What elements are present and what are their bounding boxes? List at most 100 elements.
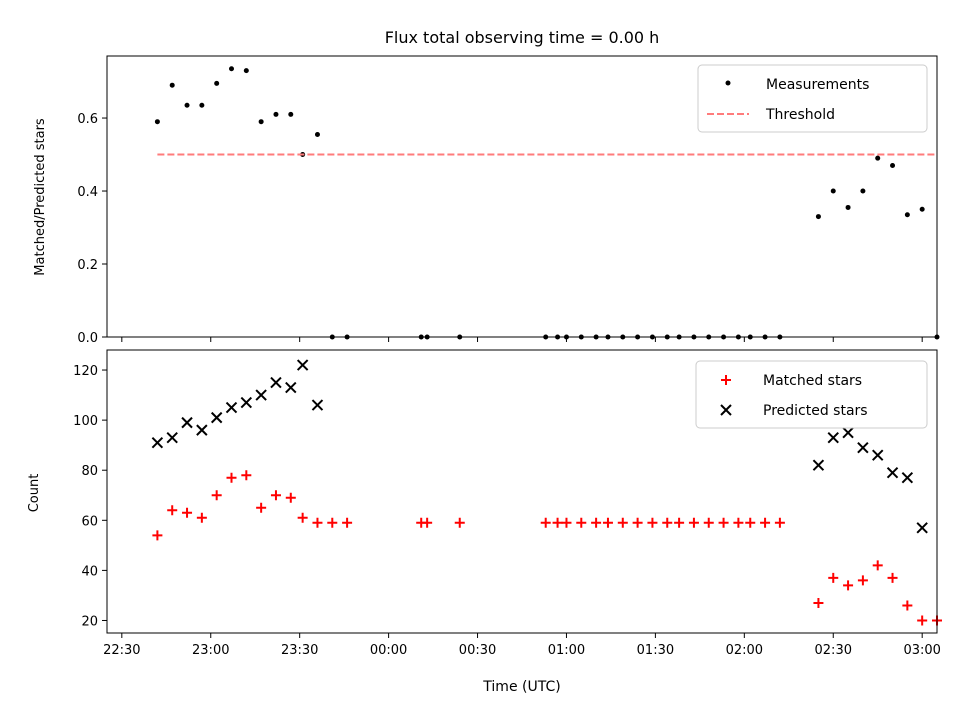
count-legend-box xyxy=(695,360,928,429)
count-y-tick-label: 100 xyxy=(73,414,98,429)
predicted-star-point xyxy=(886,467,899,479)
matched-star-point xyxy=(674,517,685,528)
predicted-star-point xyxy=(842,426,854,439)
ratio-legend-box xyxy=(697,64,928,133)
matched-star-point xyxy=(887,572,898,583)
x-tick-label: 01:30 xyxy=(637,643,674,658)
predicted-star-point xyxy=(255,389,267,401)
matched-star-point xyxy=(285,492,296,503)
x-tick-label: 03:00 xyxy=(903,643,940,658)
predicted-star-point xyxy=(210,411,223,424)
matched-star-point xyxy=(843,580,854,591)
measurement-point xyxy=(904,212,910,218)
measurement-point xyxy=(845,204,851,210)
predicted-star-point xyxy=(181,416,193,429)
matched-star-point xyxy=(647,517,658,528)
measurement-point xyxy=(875,155,881,161)
predicted-star-point xyxy=(901,472,914,484)
matched-star-point xyxy=(662,517,673,528)
matched-star-point xyxy=(617,517,628,528)
x-axis-label: Time (UTC) xyxy=(482,679,560,695)
count-axis-ticks: 22:30 23:00 23:30 00:00 00:30 01:00 01:30 02:00… xyxy=(73,364,941,658)
matched-star-point xyxy=(828,572,839,583)
matched-star-point xyxy=(591,517,602,528)
predicted-legend-marker xyxy=(720,404,732,416)
matched-star-point xyxy=(152,530,163,541)
matched-star-point xyxy=(167,505,178,516)
matched-star-point xyxy=(211,490,222,501)
measurement-point xyxy=(273,111,279,117)
predicted-star-point xyxy=(827,431,839,444)
predicted-star-point xyxy=(311,399,324,411)
chart-title: Flux total observing time = 0.00 h xyxy=(385,28,660,47)
count-y-tick-label: 120 xyxy=(73,364,98,379)
ratio-data-layer xyxy=(154,66,940,340)
measurement-point xyxy=(154,119,160,125)
x-tick-label: 00:30 xyxy=(459,643,496,658)
predicted-star-point xyxy=(151,436,164,449)
ratio-y-tick-label: 0.2 xyxy=(77,258,98,273)
matched-star-point xyxy=(270,490,281,501)
measurement-point xyxy=(199,102,205,108)
count-y-tick-label: 40 xyxy=(81,564,98,579)
matched-star-point xyxy=(632,517,643,528)
matched-star-point xyxy=(327,517,338,528)
measurement-point xyxy=(288,111,294,117)
matched-star-point xyxy=(312,517,323,528)
measurement-point xyxy=(815,214,821,220)
measurement-point xyxy=(258,119,264,125)
predicted-star-point xyxy=(872,449,884,461)
measurement-point xyxy=(214,80,220,86)
matched-star-point xyxy=(733,517,744,528)
predicted-star-point xyxy=(857,441,869,454)
matched-star-point xyxy=(760,517,771,528)
predicted-star-point xyxy=(166,431,178,444)
x-tick-label: 23:30 xyxy=(281,643,318,658)
matched-star-point xyxy=(196,512,207,523)
predicted-star-point xyxy=(812,459,825,471)
matched-star-point xyxy=(576,517,587,528)
x-tick-label: 00:00 xyxy=(370,643,407,658)
measurements-legend-marker xyxy=(725,80,731,86)
matched-star-point xyxy=(540,517,551,528)
matched-star-point xyxy=(872,560,883,571)
count-y-axis-label: Count xyxy=(27,474,42,513)
matched-star-point xyxy=(745,517,756,528)
matched-star-point xyxy=(422,517,433,528)
measurement-point xyxy=(919,206,925,212)
count-panel: 22:30 23:00 23:30 00:00 00:30 01:00 01:30 02:00… xyxy=(27,349,942,695)
matched-star-point xyxy=(902,600,913,611)
matched-star-point xyxy=(454,517,465,528)
matched-legend-marker xyxy=(721,375,731,385)
predicted-star-point xyxy=(916,522,928,534)
matched-star-point xyxy=(688,517,699,528)
measurement-point xyxy=(229,66,234,72)
predicted-star-point xyxy=(285,381,297,394)
count-y-tick-label: 60 xyxy=(81,514,98,529)
matched-star-point xyxy=(774,517,785,528)
count-y-tick-label: 20 xyxy=(81,614,98,629)
matched-star-point xyxy=(813,597,824,608)
measurement-point xyxy=(169,82,175,88)
ratio-y-tick-label: 0.4 xyxy=(77,185,98,200)
matched-star-point xyxy=(917,615,928,626)
count-legend: Matched stars Predicted stars xyxy=(695,360,928,429)
ratio-y-axis-label: Matched/Predicted stars xyxy=(33,118,48,276)
ratio-y-tick-label: 0.6 xyxy=(77,112,98,127)
predicted-star-point xyxy=(225,401,238,414)
measurement-point xyxy=(830,188,836,194)
matched-star-point xyxy=(552,517,563,528)
matched-legend-label: Matched stars xyxy=(763,373,862,389)
x-tick-label: 02:00 xyxy=(726,643,763,658)
ratio-legend: Measurements Threshold xyxy=(697,64,928,133)
ratio-panel: 0.0 0.2 0.4 0.6 Matched/Predicted stars Mea… xyxy=(33,55,940,346)
matched-star-point xyxy=(703,517,714,528)
predicted-star-point xyxy=(196,424,208,436)
x-tick-label: 01:00 xyxy=(548,643,585,658)
measurement-point xyxy=(243,68,249,74)
count-plot-frame xyxy=(106,349,938,634)
count-y-tick-label: 80 xyxy=(81,464,98,479)
matched-star-point xyxy=(857,575,868,586)
measurement-point xyxy=(314,131,320,137)
